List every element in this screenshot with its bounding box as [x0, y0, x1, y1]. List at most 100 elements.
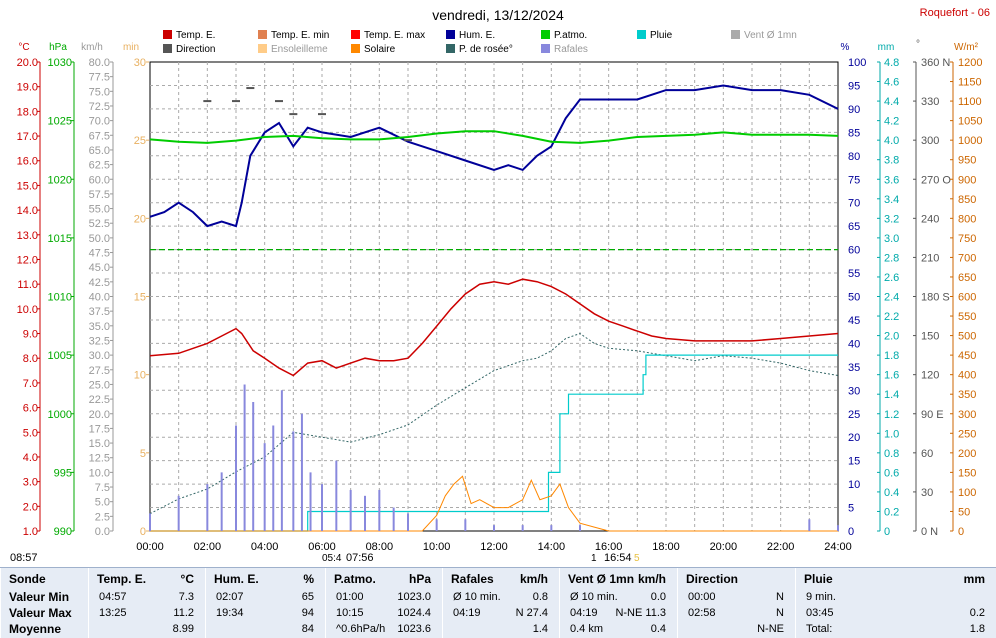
rain-tick: 2.2	[884, 311, 899, 323]
axes: 1.0 2.0 3.0 4.0 5.0 6.0 7.0 8.0 9.0 10.0 11.0 12.0 1…	[17, 57, 983, 538]
dawn-time: 05:4	[322, 553, 342, 564]
hum-tick: 0	[848, 526, 854, 538]
legend-label: P.atmo.	[554, 30, 587, 41]
solar-tick: 350	[958, 389, 976, 401]
dir-unit: °	[916, 39, 920, 50]
solar-tick: 0	[958, 526, 964, 538]
stats-time: 02:58	[688, 607, 716, 619]
time-tick: 08:00	[366, 541, 394, 553]
rain-tick: 2.6	[884, 272, 899, 284]
wind-tick: 25.0	[89, 379, 110, 391]
rain-tick: 1.0	[884, 428, 899, 440]
hum-tick: 60	[848, 245, 860, 257]
legend-swatch	[446, 30, 455, 39]
stats-unit: km/h	[519, 572, 548, 586]
stats-time: 10:15	[336, 607, 364, 619]
rain-tick: 1.6	[884, 370, 899, 382]
stats-value: 1024.4	[397, 607, 431, 619]
hum-tick: 15	[848, 456, 860, 468]
time-tick: 00:00	[136, 541, 164, 553]
hum-tick: 95	[848, 80, 860, 92]
press-tick: 1025	[48, 116, 72, 128]
wind-tick: 2.5	[95, 511, 110, 523]
solar-tick: 1100	[958, 96, 982, 108]
legend-label: Solaire	[364, 44, 396, 55]
stats-value: 8.99	[172, 623, 194, 635]
stats-unit: %	[303, 572, 314, 586]
rain-tick: 0	[884, 526, 890, 538]
stats-unit: °C	[180, 572, 194, 586]
time-tick: 06:00	[308, 541, 336, 553]
stats-value: 1.8	[969, 623, 985, 635]
stats-row-label: Valeur Max	[9, 606, 72, 620]
time-tick: 02:00	[194, 541, 222, 553]
legend-swatch	[541, 30, 550, 39]
wind-tick: 80.0	[89, 57, 110, 69]
wind-tick: 77.5	[89, 72, 110, 84]
stats-time: 0.4 km	[570, 623, 604, 635]
rain-tick: 3.0	[884, 233, 899, 245]
hum-tick: 25	[848, 409, 860, 421]
rain-tick: 3.6	[884, 174, 899, 186]
stats-unit: hPa	[408, 572, 431, 586]
dir-tick: 270 O	[921, 174, 951, 186]
solar-tick: 250	[958, 428, 976, 440]
wind-tick: 0.0	[95, 526, 110, 538]
legend-swatch	[446, 44, 455, 53]
legend-swatch	[258, 30, 267, 39]
stats-column: Hum. E.% 02:07 65 19:34 94 84	[205, 568, 326, 638]
temp-tick: 4.0	[23, 452, 38, 464]
stats-value: 65	[301, 591, 314, 603]
direction-mark	[232, 100, 240, 103]
sun-tick: 15	[134, 292, 146, 304]
stats-header: Vent Ø 1mn	[568, 572, 635, 586]
press-tick: 1015	[48, 233, 72, 245]
wind-tick: 32.5	[89, 335, 110, 347]
time-tick: 22:00	[767, 541, 795, 553]
wind-tick: 75.0	[89, 86, 110, 98]
solar-tick: 750	[958, 233, 976, 245]
temp-unit: °C	[18, 42, 29, 53]
hum-tick: 100	[848, 57, 866, 69]
series-temp-e-	[149, 278, 839, 377]
wind-tick: 42.5	[89, 277, 110, 289]
solar-tick: 650	[958, 272, 976, 284]
dir-tick: 210	[921, 252, 939, 264]
solar-tick: 600	[958, 292, 976, 304]
legend-label: Vent Ø 1mn	[744, 30, 797, 41]
sun-start-time: 08:57	[10, 552, 38, 564]
wind-tick: 17.5	[89, 423, 110, 435]
stats-time: Ø 10 min.	[570, 591, 618, 603]
sun-tick: 5	[140, 448, 146, 460]
temp-tick: 15.0	[17, 180, 38, 192]
legend-label: Rafales	[554, 44, 588, 55]
dir-tick: 0 N	[921, 526, 938, 538]
sunrise-time: 07:56	[346, 552, 374, 564]
stats-value: 0.4	[650, 623, 666, 635]
wind-tick: 15.0	[89, 438, 110, 450]
station-name: Roquefort - 06	[920, 7, 990, 19]
time-tick: 14:00	[538, 541, 566, 553]
time-tick: 16:00	[595, 541, 623, 553]
stats-column: Vent Ø 1mn km/h Ø 10 min. 0.0 04:19 N-NE 11.3…	[559, 568, 678, 638]
time-tick: 10:00	[423, 541, 451, 553]
wind-tick: 57.5	[89, 189, 110, 201]
rain-tick: 2.8	[884, 252, 899, 264]
solar-unit: W/m²	[954, 42, 979, 53]
rain-tick: 0.8	[884, 448, 899, 460]
sun-end-time: 16:54	[604, 552, 632, 564]
stats-value: 1023.0	[397, 591, 431, 603]
temp-tick: 2.0	[23, 501, 38, 513]
stats-value: N	[776, 607, 784, 619]
time-tick: 12:00	[480, 541, 508, 553]
series-solaire	[150, 475, 838, 532]
solar-tick: 800	[958, 213, 976, 225]
stats-header: Hum. E.	[214, 572, 259, 586]
stats-time: 02:07	[216, 591, 244, 603]
stats-time: 19:34	[216, 607, 244, 619]
wind-tick: 27.5	[89, 365, 110, 377]
chart-title: vendredi, 13/12/2024	[432, 7, 564, 23]
stats-time: Total:	[806, 623, 833, 635]
stats-column: Sonde Valeur Min Valeur Max Moyenne	[0, 568, 89, 638]
legend-label: Temp. E.	[176, 30, 215, 41]
